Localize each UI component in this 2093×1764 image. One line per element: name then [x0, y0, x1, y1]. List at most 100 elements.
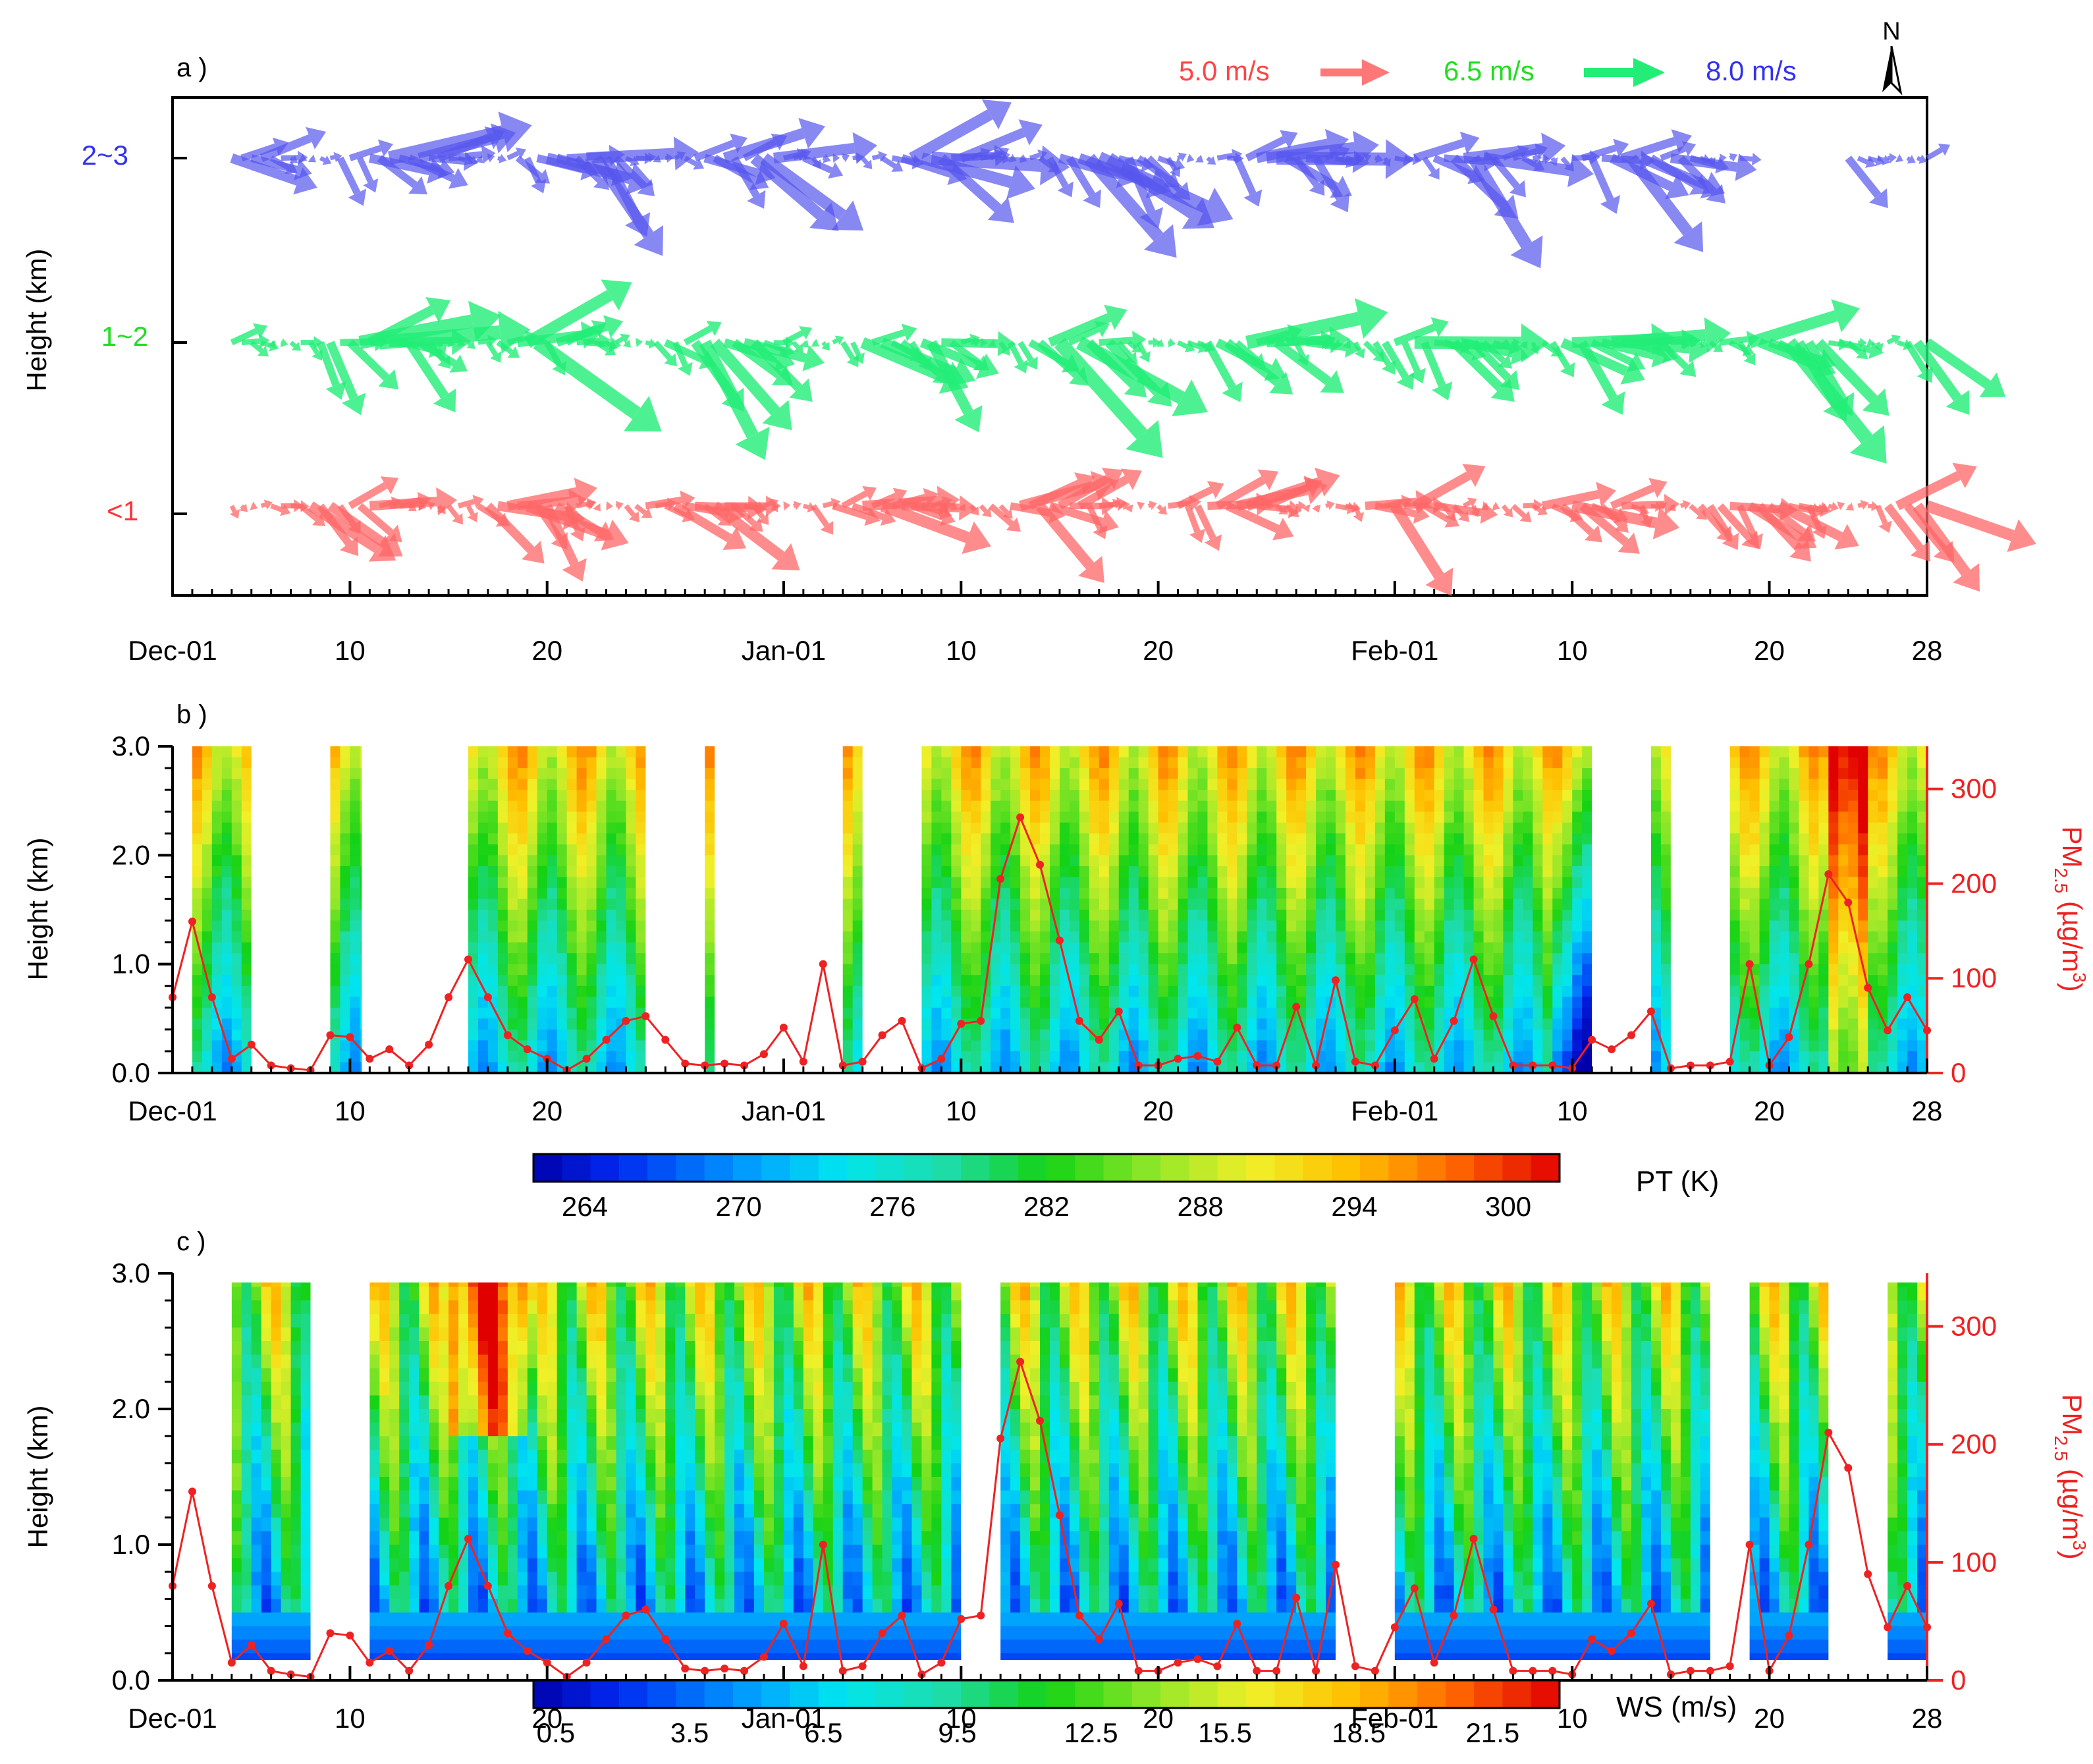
- wind-vector-head: [1314, 467, 1340, 497]
- heat-cell: [951, 1040, 962, 1053]
- heat-cell: [1010, 877, 1021, 889]
- heat-cell: [1079, 1040, 1091, 1053]
- wind-vector: [1147, 503, 1151, 508]
- heat-cell: [981, 920, 992, 933]
- heat-cell: [971, 898, 982, 911]
- wind-vector: [466, 505, 476, 516]
- heat-cell: [1355, 898, 1367, 911]
- heat-cell: [557, 1007, 568, 1020]
- wind-vector: [408, 504, 412, 509]
- wind-vector: [663, 339, 705, 364]
- heat-cell: [241, 985, 252, 998]
- heat-cell: [1384, 920, 1396, 933]
- wind-vector: [950, 504, 953, 509]
- heat-cell: [921, 855, 933, 868]
- heat-cell: [951, 920, 962, 933]
- heat-cell: [1010, 942, 1021, 954]
- wind-vector-head: [1503, 507, 1513, 518]
- heat-cell: [606, 1062, 617, 1073]
- heat-cell: [961, 844, 972, 856]
- heat-cell: [981, 1029, 992, 1041]
- heat-cell: [537, 898, 548, 911]
- heat-cell: [477, 898, 489, 911]
- heat-cell: [537, 812, 548, 823]
- heat-cell: [192, 757, 204, 769]
- heat-cell: [1414, 855, 1425, 868]
- heat-cell: [192, 790, 204, 802]
- heat-cell: [1454, 855, 1465, 868]
- heat-cell: [1374, 790, 1386, 802]
- heat-cell: [566, 997, 578, 1008]
- heat-cell: [340, 942, 351, 954]
- heat-cell: [537, 964, 548, 976]
- heat-cell: [1197, 746, 1209, 758]
- heat-cell: [241, 1018, 252, 1031]
- heat-cell: [1404, 1029, 1415, 1041]
- heat-cell: [1266, 1051, 1278, 1063]
- heat-cell: [330, 855, 341, 868]
- heat-cell: [616, 920, 627, 933]
- wind-vector-head: [1006, 517, 1021, 532]
- wind-vector: [326, 341, 358, 400]
- heat-cell: [1050, 1007, 1061, 1020]
- heat-cell: [477, 877, 489, 889]
- wind-vector-head: [253, 323, 268, 339]
- heat-cell: [468, 942, 479, 954]
- wind-vector-head: [1122, 500, 1130, 510]
- wind-vector: [1620, 136, 1677, 163]
- wind-vector-head: [299, 153, 308, 163]
- heat-cell: [1237, 833, 1248, 845]
- heat-cell: [1434, 779, 1445, 791]
- wind-vector: [270, 503, 283, 512]
- wind-vector-head: [771, 543, 800, 570]
- heat-cell: [1197, 898, 1209, 911]
- heat-cell: [705, 779, 716, 791]
- heat-cell: [1434, 866, 1445, 878]
- wind-vector-head: [1659, 501, 1668, 510]
- heat-cell: [991, 964, 1002, 976]
- heat-cell: [350, 746, 361, 758]
- heat-cell: [1030, 790, 1041, 802]
- heat-cell: [211, 1040, 223, 1053]
- wind-vector-head: [747, 190, 766, 209]
- heat-cell: [1099, 779, 1110, 791]
- heat-cell: [1444, 757, 1455, 769]
- heat-cell: [1059, 1040, 1071, 1053]
- heat-cell: [1128, 779, 1139, 791]
- heat-cell: [1178, 779, 1189, 791]
- heat-cell: [1394, 844, 1405, 856]
- heat-cell: [636, 942, 647, 954]
- heat-cell: [1374, 855, 1386, 868]
- heat-cell: [941, 746, 952, 758]
- heat-cell: [1276, 1029, 1288, 1041]
- wind-vector: [1235, 340, 1259, 362]
- heat-cell: [497, 975, 509, 987]
- heat-cell: [1108, 1040, 1120, 1053]
- heat-cell: [1089, 800, 1101, 813]
- heat-cell: [1384, 964, 1396, 976]
- heat-cell: [211, 768, 223, 780]
- heat-cell: [211, 920, 223, 933]
- heat-cell: [1444, 997, 1455, 1008]
- heat-cell: [981, 812, 992, 823]
- heat-cell: [350, 953, 361, 965]
- heat-cell: [1079, 866, 1091, 878]
- heat-cell: [1000, 910, 1012, 922]
- wind-vector-head: [940, 508, 956, 526]
- heat-cell: [1355, 855, 1367, 868]
- heat-cell: [1257, 910, 1268, 922]
- heat-cell: [527, 1062, 538, 1073]
- wind-vector-head: [800, 148, 811, 160]
- heat-cell: [241, 1051, 252, 1063]
- heat-cell: [1040, 931, 1051, 943]
- heat-cell: [1247, 833, 1258, 845]
- wind-vector: [1234, 156, 1257, 196]
- heat-cell: [636, 822, 647, 835]
- heat-cell: [842, 790, 854, 802]
- wind-vector-head: [1006, 165, 1035, 200]
- heat-cell: [576, 779, 587, 791]
- heat-cell: [1227, 1007, 1238, 1020]
- wind-vector: [1185, 505, 1201, 533]
- heat-cell: [842, 1040, 854, 1053]
